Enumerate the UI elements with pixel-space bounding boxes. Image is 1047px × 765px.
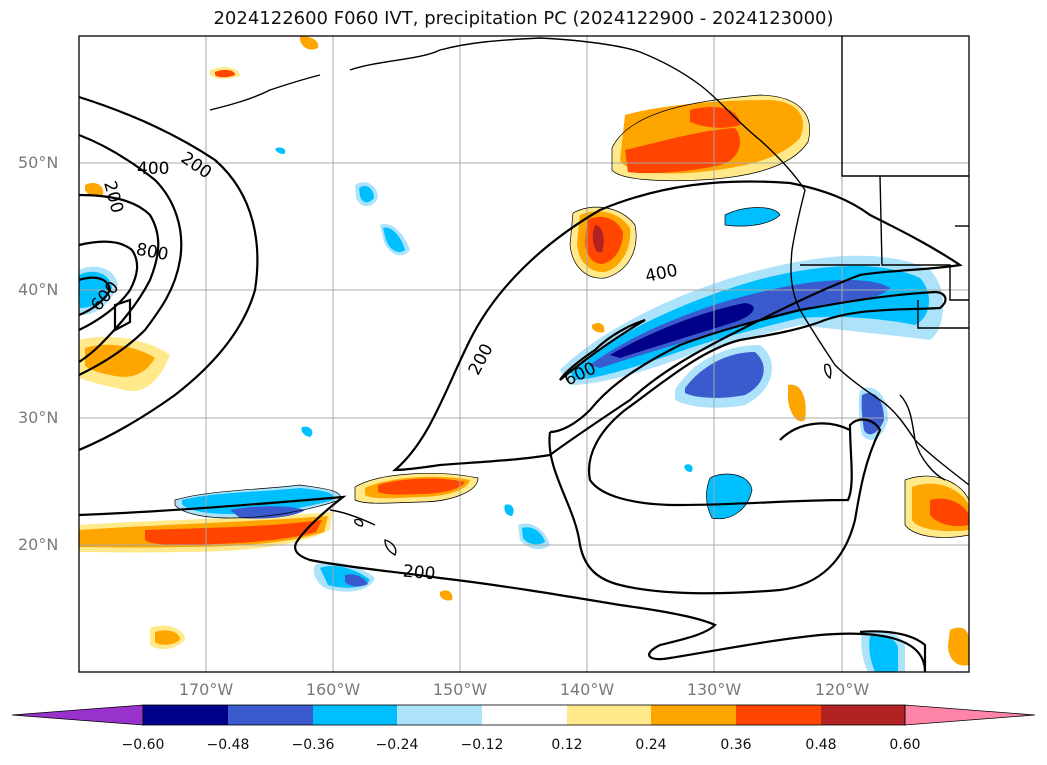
colorbar-tick-label: 0.36	[720, 737, 752, 753]
positive-precip-shading	[79, 36, 969, 666]
colorbar-tick-label: 0.24	[635, 737, 667, 753]
colorbar-tick-label: −0.12	[460, 737, 504, 753]
lat-label: 50°N	[18, 153, 59, 172]
negative-precip-shading	[79, 147, 944, 672]
colorbar-tick-label: −0.36	[291, 737, 335, 753]
lon-label: 120°W	[814, 680, 870, 699]
colorbar-tick-label: −0.24	[375, 737, 419, 753]
coastlines	[209, 36, 969, 557]
lon-label: 130°W	[686, 680, 742, 699]
colorbar-tick-label: 0.48	[805, 737, 837, 753]
colorbar-tick-label: −0.60	[121, 737, 165, 753]
contour-label: 200	[99, 179, 127, 216]
lon-label: 140°W	[559, 680, 615, 699]
contour-label: 400	[644, 261, 680, 287]
colorbar-tick-label: 0.60	[889, 737, 921, 753]
contour-label: 200	[465, 341, 498, 379]
lon-label: 160°W	[305, 680, 361, 699]
colorbar-tick-label: 0.12	[551, 737, 583, 753]
colorbar-tick-label: −0.48	[206, 737, 250, 753]
contour-label: 200	[177, 148, 215, 183]
contour-label: 800	[134, 240, 169, 265]
contour-label: 400	[137, 159, 169, 179]
contour-label: 200	[402, 562, 436, 585]
lat-label: 20°N	[18, 535, 59, 554]
map-title: 2024122600 F060 IVT, precipitation PC (2…	[213, 8, 834, 29]
ivt-contours	[79, 95, 963, 672]
lon-label: 150°W	[432, 680, 488, 699]
colorbar	[11, 704, 1036, 726]
plot-frame	[78, 35, 970, 673]
lat-label: 30°N	[18, 408, 59, 427]
lon-label: 170°W	[178, 680, 234, 699]
lat-label: 40°N	[18, 280, 59, 299]
precip-outlines	[174, 94, 969, 538]
graticule	[79, 36, 969, 672]
